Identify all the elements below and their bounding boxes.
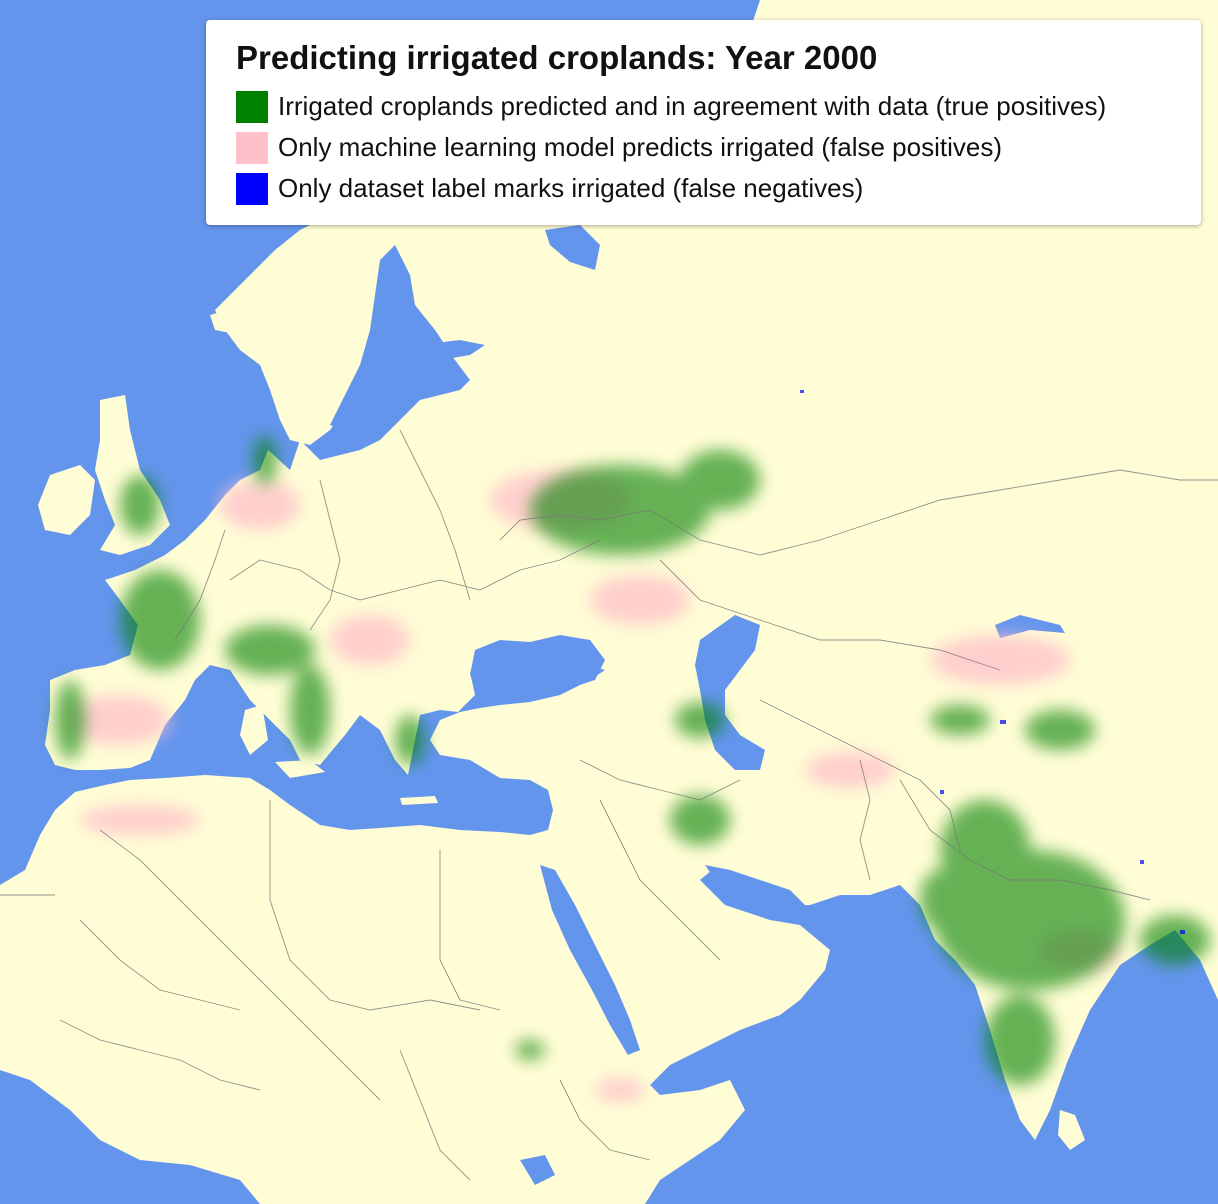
true-positive-zones	[55, 435, 1210, 1085]
land-iceland	[210, 305, 260, 335]
land-sri-lanka	[1058, 1110, 1085, 1150]
fp-zone	[70, 695, 170, 745]
land-sardinia	[240, 705, 268, 755]
tp-zone	[55, 680, 85, 760]
white-sea	[545, 225, 600, 270]
gulf-of-finland	[420, 340, 485, 360]
fp-zone	[805, 752, 895, 788]
tp-zone	[395, 715, 425, 765]
legend-item-false-positives: Only machine learning model predicts irr…	[236, 127, 1201, 168]
lake-balkhash	[995, 615, 1065, 638]
tp-zone	[670, 795, 730, 845]
fn-speck	[940, 790, 944, 794]
blue-swatch-icon	[236, 172, 268, 205]
land-sicily	[275, 760, 325, 778]
lake-victoria	[520, 1155, 555, 1185]
false-negative-specks	[800, 390, 1185, 934]
tp-zone	[253, 435, 277, 485]
legend-item-label: Only dataset label marks irrigated (fals…	[278, 173, 864, 203]
tp-zone	[675, 702, 725, 738]
legend-item-false-negatives: Only dataset label marks irrigated (fals…	[236, 168, 1201, 209]
tp-zone	[1140, 915, 1210, 965]
tp-zone	[225, 625, 315, 675]
country-borders	[0, 429, 1218, 1181]
legend-item-true-positives: Irrigated croplands predicted and in agr…	[236, 86, 1201, 127]
fn-speck	[800, 390, 804, 393]
fp-zone	[595, 1078, 645, 1102]
persian-gulf	[705, 865, 805, 905]
tp-zone	[120, 570, 200, 670]
land-ireland	[38, 465, 95, 535]
tp-zone	[290, 665, 330, 755]
land-crete	[400, 796, 438, 805]
fp-zone	[330, 615, 410, 665]
tp-zone	[515, 1040, 545, 1060]
pink-swatch-icon	[236, 131, 268, 164]
fn-speck	[1180, 930, 1185, 934]
red-sea	[540, 865, 640, 1055]
tp-zone	[985, 995, 1055, 1085]
fn-speck	[1000, 720, 1006, 724]
tp-zone	[680, 450, 760, 510]
fp-zone	[220, 480, 300, 530]
tp-zone	[530, 465, 710, 555]
baltic-sea	[330, 245, 445, 430]
legend-item-label: Irrigated croplands predicted and in agr…	[278, 91, 1107, 121]
legend-item-label: Only machine learning model predicts irr…	[278, 132, 1002, 162]
black-sea	[470, 635, 605, 700]
fn-speck	[1140, 860, 1144, 864]
legend-panel: Predicting irrigated croplands: Year 200…	[206, 20, 1201, 225]
legend-title: Predicting irrigated croplands: Year 200…	[236, 39, 878, 76]
fp-zone	[80, 805, 200, 835]
green-swatch-icon	[236, 90, 268, 123]
tp-zone	[930, 705, 990, 735]
fp-zone	[930, 635, 1070, 685]
tp-zone	[1025, 710, 1095, 750]
tp-zone	[920, 870, 960, 930]
tp-zone	[120, 475, 160, 535]
fp-zone	[590, 575, 690, 625]
tp-zone	[940, 800, 1030, 900]
